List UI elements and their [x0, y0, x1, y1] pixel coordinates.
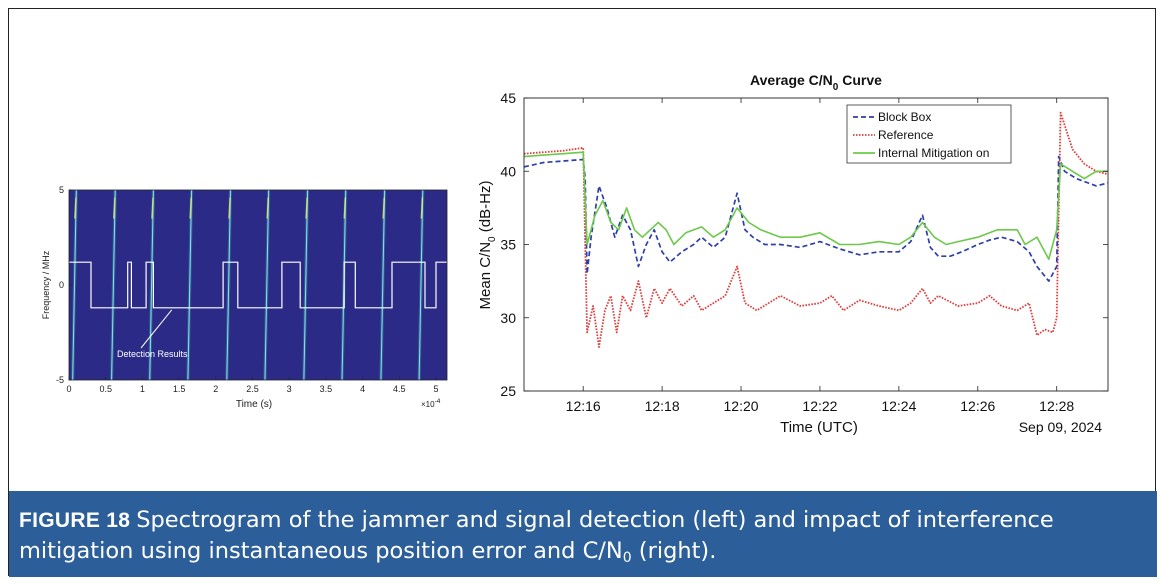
jammer-chirp — [380, 190, 386, 380]
cn0-y-tick-label: 25 — [500, 383, 516, 399]
cn0-y-tick-label: 45 — [500, 90, 516, 106]
cn0-x-tick-label: 12:16 — [566, 398, 601, 414]
cn0-y-tick-label: 35 — [500, 237, 516, 253]
cn0-chart-title: Average C/N0 Curve — [750, 72, 882, 93]
jammer-chirp — [418, 190, 424, 380]
cn0-x-axis-label: Time (UTC) — [780, 419, 858, 436]
spectrogram-x-axis-label: Time (s) — [236, 399, 272, 410]
spectrogram-x-tick-label: 4 — [360, 384, 365, 394]
spectrogram-x-tick-label: 4.5 — [393, 384, 406, 394]
spectrogram-x-tick-label: 0 — [66, 384, 71, 394]
caption-subscript: 0 — [622, 550, 632, 566]
figure-panels: 0 0.5 1 1.5 2 2.5 3 3.5 4 4.5 5 50-5 Detection Res… — [41, 72, 1109, 436]
caption-text-tail: (right). — [631, 538, 717, 564]
jammer-chirp-peak — [189, 197, 192, 219]
jammer-chirp — [111, 190, 116, 380]
spectrogram-x-tick-label: 1.5 — [173, 384, 186, 394]
jammer-chirp-peak — [113, 197, 116, 219]
caption-label: FIGURE 18 — [19, 509, 131, 532]
cn0-date-label: Sep 09, 2024 — [1019, 419, 1103, 435]
spectrogram-y-tick-label: 0 — [59, 280, 64, 290]
cn0-x-tick-label: 12:20 — [724, 398, 759, 414]
cn0-legend: Block Box Reference Internal Mitigation … — [846, 104, 1012, 164]
spectrogram-x-tick-label: 3.5 — [320, 384, 333, 394]
cn0-line-chart: 12:16 12:18 12:20 12:22 12:24 12:26 12:28 25 30… — [477, 72, 1109, 436]
spectrogram-x-tick-label: 1 — [140, 384, 145, 394]
spectrogram-y-tick-label: -5 — [56, 375, 64, 385]
cn0-y-axis-label: Mean C/N0 (dB-Hz) — [477, 181, 498, 310]
jammer-chirp-peak — [151, 197, 154, 219]
cn0-x-tick-label: 12:22 — [802, 398, 837, 414]
jammer-chirp — [149, 190, 154, 380]
detection-annotation-arrow — [140, 309, 173, 349]
jammer-chirp-peak — [305, 197, 308, 219]
spectrogram-x-tick-label: 0.5 — [99, 384, 112, 394]
spectrogram-x-tick-label: 5 — [433, 384, 438, 394]
jammer-chirp — [187, 190, 193, 380]
spectrogram-y-axis-label: Frequency / MHz — [41, 250, 51, 319]
cn0-x-tick-label: 12:18 — [645, 398, 680, 414]
figure-frame: 0 0.5 1 1.5 2 2.5 3 3.5 4 4.5 5 5 0 -5 Detection Res… — [8, 8, 1157, 577]
caption-text: Spectrogram of the jammer and signal det… — [19, 507, 1054, 564]
cn0-y-tick-label: 40 — [500, 163, 516, 179]
jammer-chirp — [226, 190, 232, 380]
jammer-chirp — [303, 190, 309, 380]
spectrogram-y-tick-label: 5 — [59, 185, 64, 195]
legend-label-mitigation: Internal Mitigation on — [878, 146, 989, 160]
series-line-block-box — [524, 155, 1108, 282]
jammer-chirp-peak — [266, 197, 269, 219]
legend-label-block-box: Block Box — [878, 110, 931, 124]
figure-caption: FIGURE 18 Spectrogram of the jammer and s… — [9, 491, 1157, 577]
spectrogram-x-tick-label: 2.5 — [246, 384, 259, 394]
jammer-chirp — [72, 190, 77, 380]
cn0-x-tick-label: 12:28 — [1039, 398, 1074, 414]
legend-label-reference: Reference — [878, 128, 934, 142]
detection-results-line — [69, 261, 447, 309]
jammer-chirp — [264, 190, 270, 380]
spectrogram-x-tick-label: 2 — [213, 384, 218, 394]
detection-annotation-label: Detection Results — [117, 349, 188, 359]
spectrogram-x-tick-label: 3 — [287, 384, 292, 394]
jammer-chirp-peak — [420, 197, 424, 219]
jammer-chirp-peak — [382, 197, 385, 219]
cn0-y-tick-label: 30 — [500, 310, 516, 326]
series-line-reference — [524, 111, 1108, 348]
spectrogram-chart: 0 0.5 1 1.5 2 2.5 3 3.5 4 4.5 5 50-5 Detection Res… — [41, 185, 448, 410]
jammer-chirp-peak — [228, 197, 231, 219]
jammer-chirp-peak — [343, 197, 347, 219]
cn0-x-tick-label: 12:24 — [881, 398, 916, 414]
series-line-mitigation — [524, 151, 1108, 260]
spectrogram-x-exponent: ×10-4 — [421, 398, 441, 409]
cn0-x-tick-label: 12:26 — [960, 398, 995, 414]
jammer-chirp-peak — [74, 197, 77, 219]
